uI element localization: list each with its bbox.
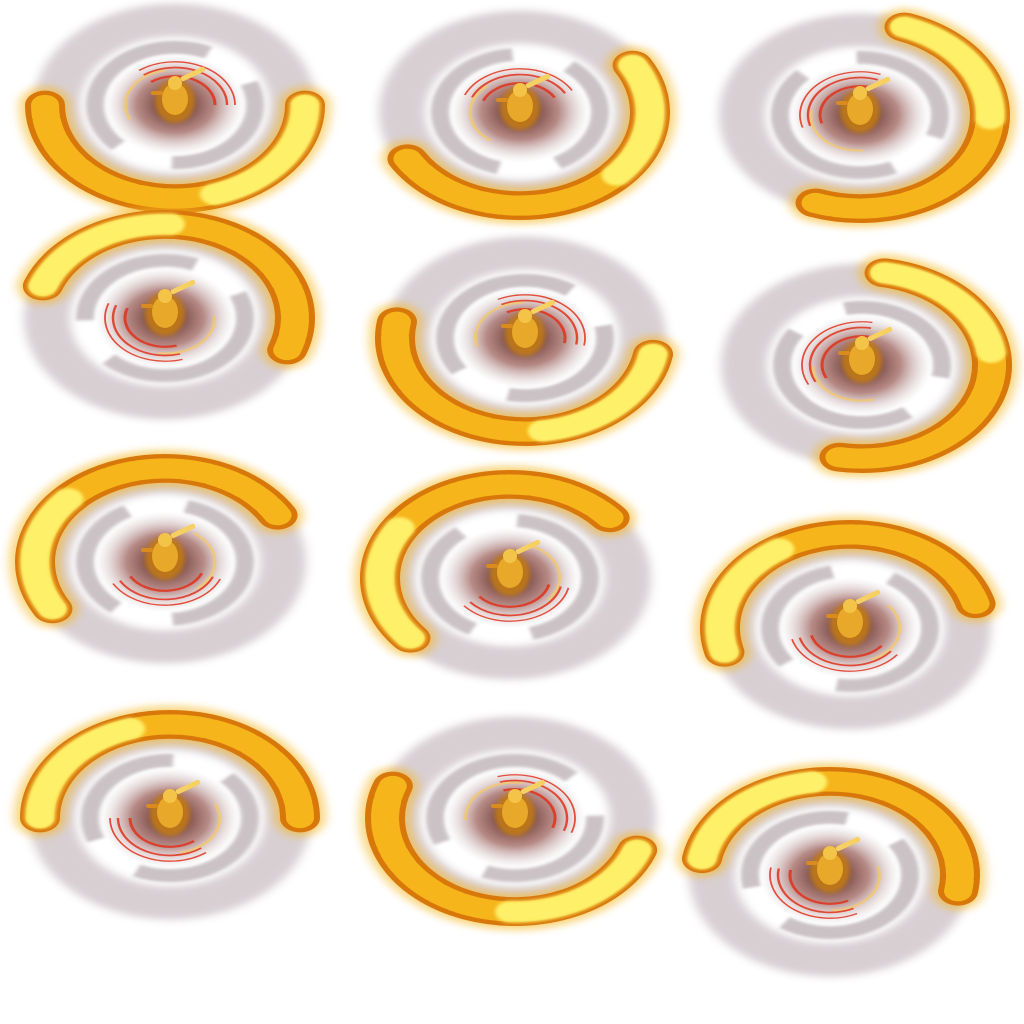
red-streak bbox=[112, 578, 222, 606]
red-streak bbox=[809, 635, 883, 658]
vortex-sprite bbox=[675, 762, 986, 977]
red-streak bbox=[111, 304, 181, 357]
red-streak bbox=[506, 308, 567, 344]
warrior-figure bbox=[141, 279, 196, 336]
vortex-sprite bbox=[694, 515, 1002, 730]
red-streak bbox=[820, 335, 870, 379]
red-streak bbox=[497, 774, 576, 833]
red-streak bbox=[116, 817, 202, 857]
vortex-frame-3 bbox=[710, 8, 1016, 228]
vortex-frame-9 bbox=[694, 515, 1002, 730]
red-streak bbox=[471, 73, 567, 98]
vortex-frame-6 bbox=[712, 254, 1018, 478]
vortex-sprite bbox=[16, 205, 321, 420]
warrior-figure bbox=[151, 66, 206, 123]
red-streak bbox=[123, 307, 178, 348]
warrior-figure bbox=[486, 539, 541, 596]
red-streak bbox=[500, 299, 579, 345]
vortex-frame-1 bbox=[19, 3, 331, 218]
red-streak bbox=[469, 586, 562, 617]
warrior-figure bbox=[501, 299, 556, 356]
vortex-sprite bbox=[369, 236, 680, 451]
red-streak bbox=[109, 817, 207, 862]
red-streak bbox=[118, 576, 214, 601]
warrior-figure bbox=[146, 779, 201, 836]
vortex-frame-10 bbox=[14, 705, 326, 920]
red-streak bbox=[818, 85, 875, 124]
vortex-frame-12 bbox=[675, 762, 986, 977]
red-streak bbox=[150, 75, 217, 106]
vortex-sprite bbox=[721, 254, 1018, 478]
vortex-sprite bbox=[354, 465, 651, 680]
vortex-sprite bbox=[719, 8, 1016, 228]
vortex-sprite bbox=[19, 3, 331, 218]
warrior-figure bbox=[141, 523, 196, 580]
red-streak bbox=[791, 639, 898, 672]
red-streak bbox=[138, 61, 236, 106]
warrior-figure bbox=[491, 779, 546, 836]
vortex-sprite bbox=[379, 10, 676, 225]
vortex-frame-2 bbox=[370, 10, 676, 225]
vortex-frame-8 bbox=[354, 465, 660, 680]
red-streak bbox=[481, 82, 556, 102]
red-streak bbox=[478, 584, 551, 608]
red-streak bbox=[463, 68, 573, 96]
vortex-frame-5 bbox=[369, 236, 680, 451]
red-streak bbox=[463, 587, 570, 622]
vortex-sprite bbox=[359, 716, 664, 931]
red-streak bbox=[128, 817, 195, 848]
vortex-sprite bbox=[14, 705, 326, 920]
red-streak bbox=[806, 76, 879, 127]
red-streak bbox=[808, 326, 872, 383]
red-streak bbox=[129, 572, 204, 592]
warrior-figure bbox=[496, 73, 551, 130]
red-streak bbox=[497, 294, 586, 346]
warrior-figure bbox=[838, 326, 893, 383]
vortex-sprite bbox=[9, 449, 306, 664]
vortex-frame-4 bbox=[15, 205, 321, 420]
red-streak bbox=[798, 637, 892, 667]
red-streak bbox=[769, 867, 858, 919]
red-streak bbox=[499, 779, 569, 832]
vortex-frame-7 bbox=[9, 449, 315, 664]
warrior-figure bbox=[836, 76, 891, 133]
red-streak bbox=[104, 303, 183, 362]
vortex-frame-11 bbox=[359, 716, 665, 931]
red-streak bbox=[801, 321, 873, 385]
red-streak bbox=[788, 869, 849, 905]
red-streak bbox=[776, 868, 855, 914]
red-streak bbox=[799, 71, 881, 128]
warrior-figure bbox=[806, 836, 861, 893]
warrior-figure bbox=[826, 589, 881, 646]
